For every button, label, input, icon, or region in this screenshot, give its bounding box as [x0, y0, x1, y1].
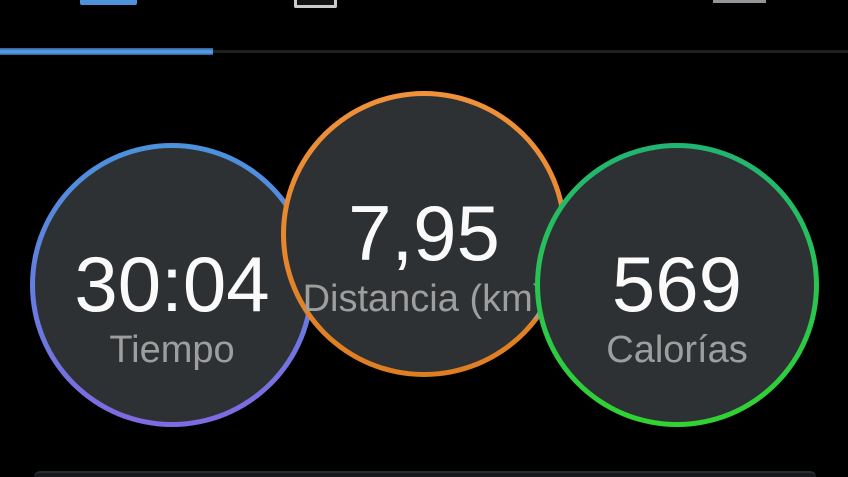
time-metric-ring: 30:04 Tiempo — [30, 143, 314, 427]
calories-metric-face: 569 Calorías — [540, 148, 814, 422]
distance-value: 7,95 — [348, 189, 500, 277]
tab-2-icon[interactable] — [294, 0, 337, 8]
tab-bar-divider — [213, 50, 848, 53]
time-value: 30:04 — [74, 240, 270, 328]
tab-1-active-icon[interactable] — [80, 0, 137, 5]
time-metric-face: 30:04 Tiempo — [35, 148, 309, 422]
calories-metric-ring: 569 Calorías — [535, 143, 819, 427]
distance-metric-face: 7,95 Distancia (km) — [286, 96, 562, 372]
time-label: Tiempo — [109, 329, 235, 371]
tab-bar — [0, 0, 848, 56]
distance-label: Distancia (km) — [302, 278, 546, 320]
calories-label: Calorías — [606, 329, 748, 371]
tab-4-icon[interactable] — [713, 0, 766, 3]
distance-metric-ring: 7,95 Distancia (km) — [281, 91, 567, 377]
next-card-top-edge — [34, 471, 816, 477]
calories-value: 569 — [611, 240, 743, 328]
active-tab-indicator — [0, 48, 213, 55]
